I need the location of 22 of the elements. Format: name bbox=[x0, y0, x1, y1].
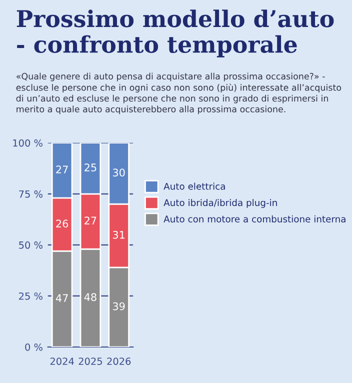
y-tick-label: 50 % bbox=[19, 241, 42, 249]
x-tick-label: 2024 bbox=[50, 358, 74, 365]
legend-label: Auto con motore a combustione interna bbox=[164, 215, 346, 222]
x-tick-label: 2026 bbox=[107, 358, 131, 365]
data-label: 47 bbox=[56, 294, 68, 302]
data-label: 31 bbox=[113, 230, 125, 239]
data-label: 27 bbox=[56, 166, 68, 174]
text: «Quale genere di auto pensa di acquistare alla prossima occasione?» - escluse le persone che in ogni caso non sono (più) interessate all’acquisto di un’auto ed escluse le persone che non sono in grado di esprimersi in merito a quale auto acquisterebbero alla prossima occasione. bbox=[16, 72, 342, 114]
y-tick-label: 25 % bbox=[19, 292, 42, 300]
data-label: 48 bbox=[84, 293, 96, 302]
y-tick-label: 0 % bbox=[25, 343, 42, 351]
data-label: 27 bbox=[84, 216, 96, 224]
legend-label: Auto elettrica bbox=[164, 182, 225, 190]
legend-label: Auto ibrida/ibrida plug-in bbox=[164, 199, 277, 208]
data-label: 30 bbox=[113, 168, 125, 176]
x-tick-label: 2025 bbox=[78, 358, 102, 365]
y-tick-label: 100 % bbox=[13, 139, 42, 147]
chart-title: Prossimo modello d’auto - confronto temporale bbox=[16, 10, 334, 58]
y-tick-label: 75 % bbox=[19, 190, 42, 198]
data-label: 39 bbox=[113, 302, 125, 310]
data-label: 26 bbox=[56, 220, 68, 228]
data-label: 25 bbox=[84, 164, 96, 172]
